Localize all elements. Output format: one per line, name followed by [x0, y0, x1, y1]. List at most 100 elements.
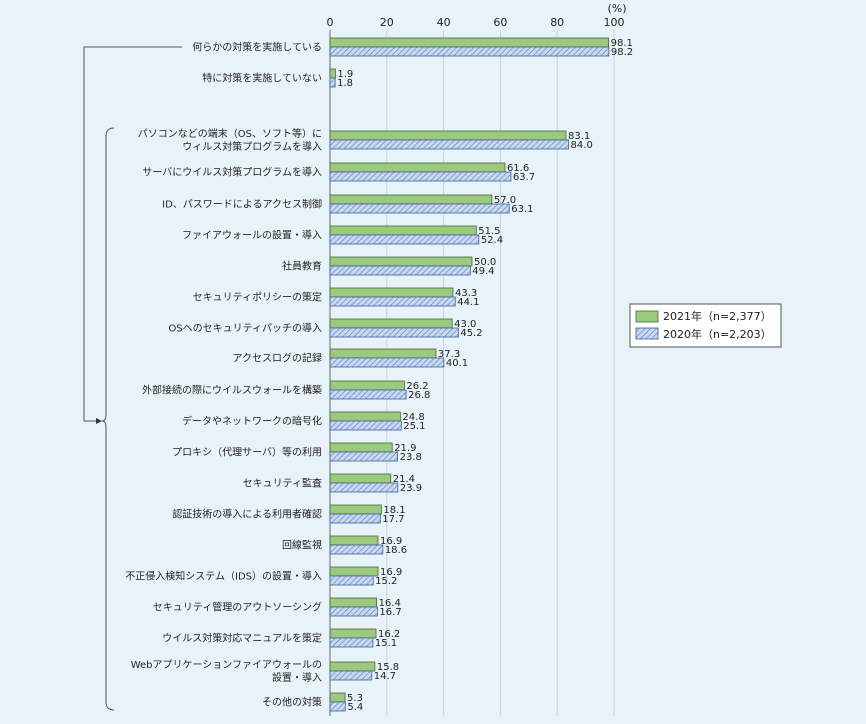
value-label-2021: 16.9 [380, 536, 402, 547]
category-label: パソコンなどの端末（OS、ソフト等）にウィルス対策プログラムを導入 [138, 127, 322, 153]
value-label-2020: 23.9 [400, 483, 422, 494]
value-label-2020: 45.2 [460, 328, 482, 339]
value-label-2021: 98.1 [611, 38, 633, 49]
value-label-2021: 61.6 [507, 163, 529, 174]
x-tick-label: 60 [493, 16, 507, 29]
x-tick-label: 0 [327, 16, 334, 29]
category-label: 社員教育 [282, 260, 322, 273]
value-label-2020: 1.8 [337, 78, 353, 89]
category-label: OSへのセキュリティパッチの導入 [168, 322, 322, 335]
bar-2020 [329, 234, 480, 245]
value-label-2020: 49.4 [472, 266, 494, 277]
legend-label-2021: 2021年（n=2,377） [663, 309, 772, 323]
x-tick-label: 40 [437, 16, 451, 29]
value-label-2020: 40.1 [446, 358, 468, 369]
bar-2021 [329, 130, 567, 141]
bar-2021 [329, 566, 379, 577]
value-label-2021: 21.4 [393, 474, 415, 485]
category-label: データやネットワークの暗号化 [182, 415, 322, 428]
bar-2021 [329, 442, 393, 453]
value-label-2020: 23.8 [400, 452, 422, 463]
category-label: 認証技術の導入による利用者確認 [172, 508, 322, 521]
bar-2020 [329, 482, 399, 493]
bar-2021 [329, 661, 376, 672]
value-label-2021: 37.3 [438, 349, 460, 360]
group-brace [101, 127, 115, 711]
bar-2020 [329, 327, 459, 338]
bar-2020 [329, 637, 374, 648]
bar-2021 [329, 597, 377, 608]
category-label: ID、パスワードによるアクセス制御 [162, 198, 322, 211]
category-label: ウイルス対策対応マニュアルを策定 [162, 632, 322, 645]
category-label: アクセスログの記録 [233, 352, 323, 365]
bar-2021 [329, 162, 506, 173]
bar-2021 [329, 535, 379, 546]
bar-2021 [329, 256, 473, 267]
bar-2020 [329, 203, 510, 214]
value-label-2020: 63.1 [511, 204, 533, 215]
bar-2020 [329, 670, 373, 681]
bar-2021 [329, 225, 477, 236]
x-axis-ticks: 0 20 40 60 80 100 [327, 16, 625, 29]
bar-2021 [329, 68, 336, 79]
category-label: 外部接続の際にウイルスウォールを構築 [142, 384, 322, 397]
value-label-2021: 16.9 [380, 567, 402, 578]
value-label-2020: 63.7 [513, 172, 535, 183]
value-label-2021: 24.8 [402, 412, 424, 423]
value-label-2020: 14.7 [374, 671, 396, 682]
category-label-line: Webアプリケーションファイアウォールの [131, 659, 322, 671]
value-label-2020: 84.0 [571, 140, 593, 151]
value-label-2021: 43.3 [455, 288, 477, 299]
legend-swatch-2020 [635, 327, 659, 340]
category-label: セキュリティポリシーの策定 [193, 291, 322, 304]
value-label-2021: 83.1 [568, 131, 590, 142]
value-label-2021: 16.2 [378, 629, 400, 640]
value-label-2021: 1.9 [337, 69, 353, 80]
legend: 2021年（n=2,377） 2020年（n=2,203） [629, 303, 782, 348]
bar-2020 [329, 575, 374, 586]
bar-2020 [329, 701, 346, 712]
value-label-2021: 51.5 [478, 226, 500, 237]
bar-2021 [329, 318, 453, 329]
x-tick-label: 100 [604, 16, 625, 29]
bar-2020 [329, 46, 610, 57]
value-label-2020: 18.6 [385, 545, 407, 556]
bar-2020 [329, 451, 398, 462]
bar-2021 [329, 473, 392, 484]
category-labels: 何らかの対策を実施している特に対策を実施していないパソコンなどの端末（OS、ソフ… [125, 41, 322, 709]
bar-2020 [329, 544, 384, 555]
x-tick-label: 80 [550, 16, 564, 29]
bracket-arrow [96, 418, 102, 424]
bar-2020 [329, 420, 402, 431]
category-label-line: パソコンなどの端末（OS、ソフト等）に [138, 127, 322, 140]
value-label-2020: 15.1 [375, 638, 397, 649]
unit-label: (%) [607, 2, 626, 15]
group-bracket [83, 46, 182, 711]
bar-2021 [329, 411, 401, 422]
category-label: プロキシ（代理サーバ）等の利用 [172, 446, 322, 459]
value-label-2021: 18.1 [383, 505, 405, 516]
value-label-2020: 15.2 [375, 576, 397, 587]
category-label: 不正侵入検知システム（IDS）の設置・導入 [125, 570, 322, 583]
bar-2020 [329, 296, 456, 307]
bar-2021 [329, 628, 377, 639]
bar-2020 [329, 357, 445, 368]
category-label: その他の対策 [262, 696, 322, 709]
bar-2020 [329, 389, 407, 400]
value-label-2021: 21.9 [394, 443, 416, 454]
value-label-2020: 25.1 [403, 421, 425, 432]
bar-2021 [329, 37, 610, 48]
category-label: Webアプリケーションファイアウォールの設置・導入 [131, 659, 322, 684]
bars: 98.198.2 1.91.8 83.184.0 61.663.7 57.063.1 51… [329, 37, 633, 713]
category-label: セキュリティ監査 [243, 477, 322, 490]
bar-2020 [329, 171, 512, 182]
category-label: セキュリティ管理のアウトソーシング [153, 601, 322, 614]
bar-2021 [329, 348, 437, 359]
value-label-2021: 57.0 [494, 195, 516, 206]
category-label: ファイアウォールの設置・導入 [182, 229, 322, 242]
bar-2021 [329, 692, 346, 703]
bar-2021 [329, 504, 382, 515]
bar-2020 [329, 139, 569, 150]
value-label-2020: 16.7 [379, 607, 401, 618]
